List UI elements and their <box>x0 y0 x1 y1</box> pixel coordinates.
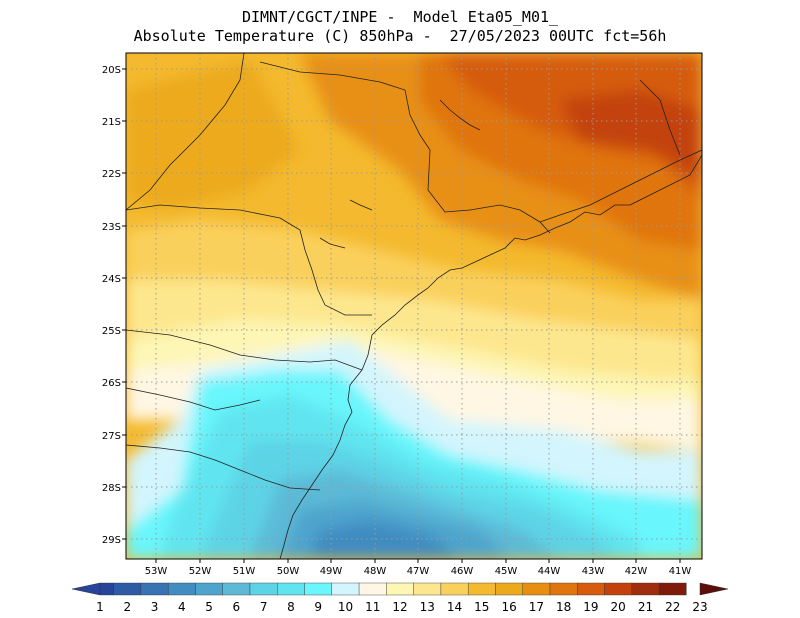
colorbar-label: 19 <box>583 600 598 614</box>
colorbar-label: 4 <box>178 600 186 614</box>
lon-tick-label: 52W <box>189 566 212 577</box>
colorbar-label: 11 <box>365 600 380 614</box>
colorbar-swatch <box>413 582 442 596</box>
lon-tick-label: 47W <box>407 566 430 577</box>
lon-tick-label: 45W <box>495 566 518 577</box>
lat-tick-label: 21S <box>102 117 121 128</box>
colorbar-label: 22 <box>665 600 680 614</box>
lon-tick-label: 49W <box>320 566 343 577</box>
lat-tick-label: 27S <box>102 431 121 442</box>
lon-tick-label: 43W <box>582 566 605 577</box>
lon-tick-label: 46W <box>451 566 474 577</box>
colorbar-label: 17 <box>529 600 544 614</box>
colorbar: 1 2 3 4 5 6 7 8 9 10 11 12 13 14 15 16 17 18 19 20 21 22 23 <box>71 582 729 614</box>
colorbar-swatch <box>577 582 605 596</box>
lon-tick-label: 53W <box>145 566 168 577</box>
lon-tick-label: 50W <box>277 566 300 577</box>
colorbar-swatch <box>358 582 387 596</box>
colorbar-swatch <box>331 582 360 596</box>
temperature-field <box>126 53 702 559</box>
map-gridlines <box>126 53 702 559</box>
colorbar-arrow-right <box>699 582 729 596</box>
colorbar-label: 10 <box>338 600 353 614</box>
lon-tick-label: 44W <box>538 566 561 577</box>
river <box>439 99 481 131</box>
colorbar-label: 15 <box>474 600 489 614</box>
map-title-line-2: Absolute Temperature (C) 850hPa - 27/05/… <box>133 27 667 45</box>
colorbar-label: 7 <box>260 600 268 614</box>
colorbar-label: 3 <box>151 600 159 614</box>
colorbar-label: 1 <box>96 600 104 614</box>
colorbar-swatch <box>495 582 523 596</box>
state-border-sp-pr <box>279 217 372 316</box>
colorbar-swatch <box>386 582 414 596</box>
state-border-ms-sp <box>126 53 245 211</box>
map-title-line-1: DIMNT/CGCT/INPE - Model Eta05_M01_ <box>241 8 559 26</box>
colorbar-swatch <box>195 582 223 596</box>
colorbar-label: 6 <box>233 600 241 614</box>
colorbar-swatch <box>140 582 169 596</box>
lat-tick-label: 26S <box>102 378 121 389</box>
colorbar-label: 13 <box>420 600 435 614</box>
colorbar-label: 12 <box>392 600 407 614</box>
colorbar-label: 18 <box>556 600 571 614</box>
colorbar-label: 14 <box>447 600 462 614</box>
coastline <box>279 154 702 559</box>
colorbar-arrow-left <box>71 582 101 596</box>
colorbar-label: 8 <box>287 600 295 614</box>
reservoir <box>319 237 346 249</box>
lon-tick-label: 42W <box>625 566 648 577</box>
lat-tick-label: 20S <box>102 65 121 76</box>
colorbar-swatch <box>631 582 660 596</box>
lat-tick-label: 29S <box>102 535 121 546</box>
colorbar-label: 9 <box>314 600 322 614</box>
colorbar-swatch <box>99 582 114 596</box>
lon-tick-label: 51W <box>233 566 256 577</box>
lon-tick-label: 41W <box>669 566 692 577</box>
colorbar-swatch <box>549 582 578 596</box>
state-border-mg-es <box>639 79 681 156</box>
colorbar-label: 20 <box>611 600 626 614</box>
colorbar-swatch <box>658 582 687 596</box>
colorbar-swatch <box>440 582 469 596</box>
colorbar-swatch <box>167 582 196 596</box>
plot-frame <box>125 52 703 560</box>
state-border-ms-pr <box>126 204 281 219</box>
colorbar-swatch <box>249 582 278 596</box>
coastline-and-borders <box>126 53 702 559</box>
colorbar-swatch <box>304 582 333 596</box>
lat-tick-label: 25S <box>102 326 121 337</box>
state-border-pr-sc <box>126 329 363 371</box>
lat-tick-label: 22S <box>102 169 121 180</box>
lat-tick-label: 28S <box>102 483 121 494</box>
state-border-sc-rs <box>126 444 321 491</box>
state-border-mg-rj <box>539 149 702 223</box>
colorbar-swatch <box>467 582 496 596</box>
colorbar-swatch <box>113 582 142 596</box>
colorbar-swatch <box>604 582 633 596</box>
state-border-mg-sp <box>259 61 551 234</box>
reservoir <box>349 199 373 211</box>
lon-tick-label: 48W <box>364 566 387 577</box>
lat-tick-label: 24S <box>102 274 121 285</box>
colorbar-swatch <box>522 582 551 596</box>
colorbar-label: 5 <box>205 600 213 614</box>
colorbar-label: 23 <box>692 600 707 614</box>
colorbar-swatch <box>277 582 305 596</box>
colorbar-label: 21 <box>638 600 653 614</box>
colorbar-label: 2 <box>123 600 131 614</box>
colorbar-swatch <box>222 582 251 596</box>
colorbar-label: 16 <box>501 600 516 614</box>
border-west <box>126 387 261 411</box>
lat-tick-label: 23S <box>102 222 121 233</box>
